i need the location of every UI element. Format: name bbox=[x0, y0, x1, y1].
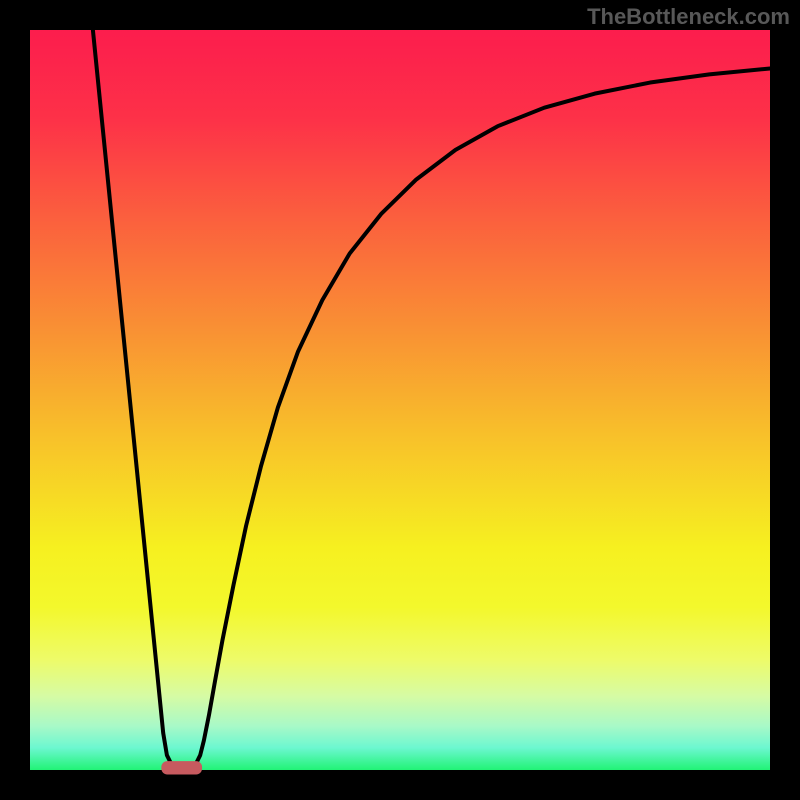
watermark-text: TheBottleneck.com bbox=[587, 4, 790, 30]
bottleneck-chart: TheBottleneck.com bbox=[0, 0, 800, 800]
chart-svg bbox=[0, 0, 800, 800]
chart-background bbox=[30, 30, 770, 770]
optimal-marker bbox=[161, 761, 202, 774]
